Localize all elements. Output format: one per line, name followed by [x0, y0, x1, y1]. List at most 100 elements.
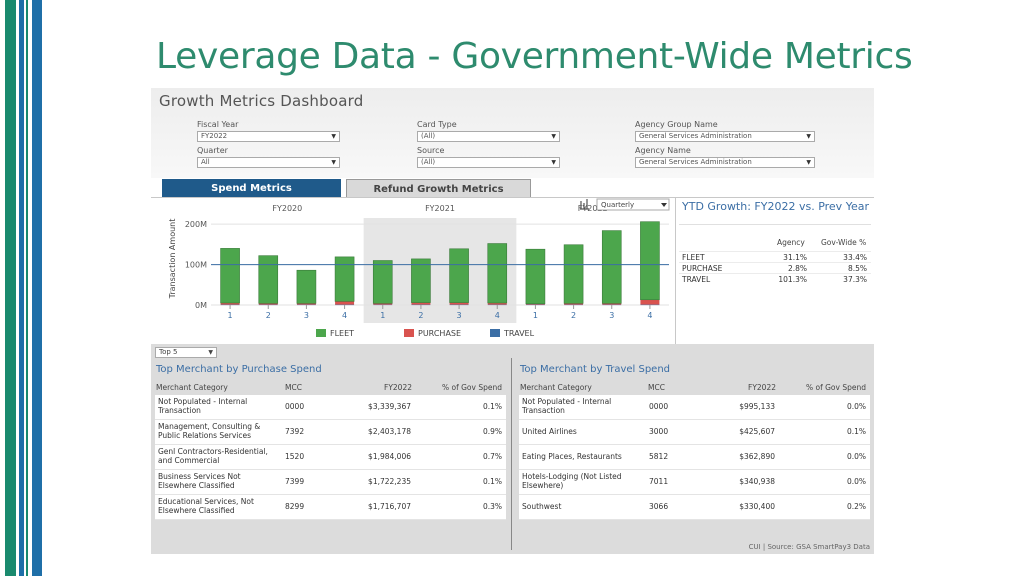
chevron-down-icon: ▼	[331, 159, 336, 166]
source-note: CUI | Source: GSA SmartPay3 Data	[748, 543, 870, 551]
bar-travel	[258, 304, 278, 306]
pct-gov-spend-cell: 0.2%	[846, 502, 866, 511]
fy-amount-cell: $995,133	[739, 402, 775, 411]
table-row: Southwest 3066 $330,400 0.2%	[519, 495, 870, 520]
pct-gov-spend-cell: 0.0%	[846, 477, 866, 486]
quarter-label: Quarter	[197, 146, 228, 155]
fy-amount-cell: $425,607	[739, 427, 775, 436]
bar-fleet	[525, 248, 546, 305]
ytd-row-govwide: 37.3%	[843, 275, 867, 284]
mcc-cell: 7011	[649, 477, 669, 486]
chevron-down-icon	[661, 203, 667, 207]
bar-fleet	[411, 258, 431, 303]
purchase-col-mcc: MCC	[285, 383, 302, 392]
dashboard-title: Growth Metrics Dashboard	[159, 92, 364, 110]
ytd-row-fleet: FLEET 31.1% 33.4%	[679, 251, 871, 262]
table-row: Genl Contractors-Residential, and Commerc…	[155, 445, 506, 470]
y-tick-label: 0M	[195, 301, 207, 310]
pct-gov-spend-cell: 0.1%	[482, 477, 502, 486]
source-select[interactable]: (All) ▼	[417, 157, 560, 168]
y-axis-label: Transaction Amount	[168, 219, 177, 300]
pct-gov-spend-cell: 0.3%	[482, 502, 502, 511]
ytd-row-purchase: PURCHASE 2.8% 8.5%	[679, 262, 871, 273]
merchant-category-line1: Educational Services, Not	[158, 497, 254, 506]
table-row: Eating Places, Restaurants 5812 $362,890 0.…	[519, 445, 870, 470]
merchant-category-line2: Elsewhere Classified	[158, 506, 235, 515]
x-tick-label: 1	[228, 311, 233, 320]
pct-gov-spend-cell: 0.0%	[846, 452, 866, 461]
ytd-growth-table	[679, 224, 871, 287]
card-type-select[interactable]: (All) ▼	[417, 131, 560, 142]
legend-label: FLEET	[330, 329, 354, 338]
x-tick-label: 3	[609, 311, 614, 320]
travel-col-category: Merchant Category	[520, 383, 592, 392]
table-row: United Airlines 3000 $425,607 0.1%	[519, 420, 870, 445]
agency-name-select[interactable]: General Services Administration ▼	[635, 157, 815, 168]
merchant-category-line1: United Airlines	[522, 427, 577, 436]
source-value: (All)	[421, 158, 436, 166]
agency-group-select[interactable]: General Services Administration ▼	[635, 131, 815, 142]
merchant-category-line1: Hotels-Lodging (Not Listed	[522, 472, 622, 481]
tab-spend-metrics[interactable]: Spend Metrics	[162, 179, 341, 198]
travel-col-fy: FY2022	[748, 383, 776, 392]
bar-fleet	[449, 248, 469, 303]
card-type-label: Card Type	[417, 120, 457, 129]
tab-refund-growth-metrics[interactable]: Refund Growth Metrics	[346, 179, 531, 198]
bar-purchase	[373, 303, 393, 305]
mcc-cell: 3000	[649, 427, 669, 436]
period-select[interactable]	[596, 198, 670, 211]
legend-swatch-travel	[490, 329, 500, 337]
fiscal-year-value: FY2022	[201, 132, 228, 140]
y-tick-label: 200M	[185, 220, 207, 229]
chevron-down-icon: ▼	[208, 349, 213, 356]
bar-purchase	[525, 303, 545, 305]
bar-fleet	[640, 221, 660, 301]
bar-purchase	[640, 299, 660, 305]
fy-amount-cell: $3,339,367	[368, 402, 411, 411]
purchase-table-title: Top Merchant by Purchase Spend	[156, 364, 322, 375]
fy-amount-cell: $2,403,178	[368, 427, 411, 436]
top-n-select[interactable]: Top 5 ▼	[155, 347, 217, 358]
bar-travel	[449, 304, 469, 306]
ytd-col-agency: Agency	[777, 238, 805, 247]
purchase-merchant-table: Not Populated - Internal Transaction 0000 $…	[155, 395, 506, 520]
legend-label: TRAVEL	[503, 329, 535, 338]
bar-fleet	[334, 256, 355, 302]
merchant-category-line1: Management, Consulting &	[158, 422, 261, 431]
bar-chart-icon	[580, 199, 589, 210]
bar-travel	[220, 304, 240, 306]
agency-name-value: General Services Administration	[639, 158, 752, 166]
merchant-category-line2: Elsewhere Classified	[158, 481, 235, 490]
source-label: Source	[417, 146, 445, 155]
quarter-select[interactable]: All ▼	[197, 157, 340, 168]
bar-fleet	[372, 260, 393, 304]
mcc-cell: 0000	[649, 402, 669, 411]
bar-travel	[640, 304, 660, 306]
tab-bar-divider	[151, 197, 874, 198]
chevron-down-icon: ▼	[331, 133, 336, 140]
purchase-col-pct: % of Gov Spend	[442, 383, 502, 392]
bar-travel	[373, 304, 393, 306]
bar-purchase	[411, 302, 431, 305]
slide-title: Leverage Data - Government-Wide Metrics	[156, 36, 913, 77]
bar-fleet	[563, 244, 584, 304]
card-type-value: (All)	[421, 132, 436, 140]
ytd-row-govwide: 33.4%	[843, 253, 867, 262]
ytd-col-govwide: Gov-Wide %	[821, 238, 867, 247]
chevron-down-icon: ▼	[551, 133, 556, 140]
ytd-row-agency: 31.1%	[783, 253, 807, 262]
legend-swatch-fleet	[316, 329, 326, 337]
mcc-cell: 1520	[285, 452, 305, 461]
fiscal-year-select[interactable]: FY2022 ▼	[197, 131, 340, 142]
left-stripe-blue-thin	[32, 0, 42, 576]
merchant-category-line2: Elsewhere)	[522, 481, 564, 490]
table-row: Educational Services, Not Elsewhere Class…	[155, 495, 506, 520]
x-tick-label: 1	[533, 311, 538, 320]
ytd-row-travel: TRAVEL 101.3% 37.3%	[679, 273, 871, 284]
merchant-category-line2: Transaction	[522, 406, 565, 415]
bar-travel	[335, 304, 355, 306]
merchant-category-line1: Not Populated - Internal	[158, 397, 248, 406]
left-stripe-blue	[19, 0, 24, 576]
bar-purchase	[602, 303, 622, 305]
chevron-down-icon: ▼	[806, 159, 811, 166]
